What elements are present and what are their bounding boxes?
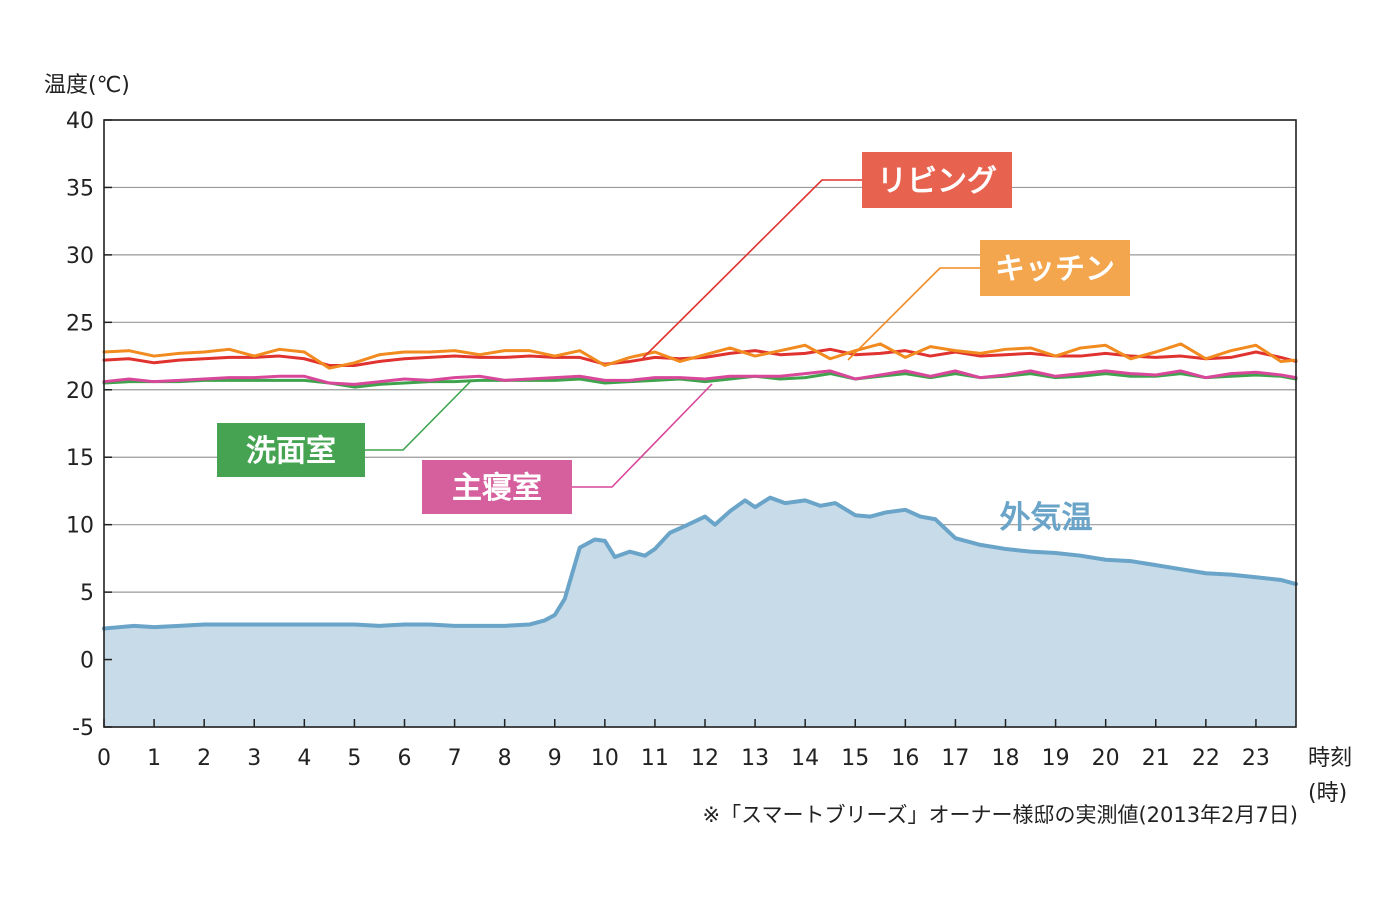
x-axis-unit: (時) bbox=[1308, 781, 1347, 806]
series-tag-living bbox=[862, 152, 1012, 208]
y-tick-label: -5 bbox=[72, 716, 94, 741]
y-axis-label: 温度(℃) bbox=[44, 73, 130, 98]
plot-frame bbox=[103, 119, 1297, 728]
leader-line-kitchen bbox=[847, 267, 980, 361]
y-tick-label: 15 bbox=[66, 446, 94, 471]
x-tick-label: 8 bbox=[498, 746, 512, 771]
series-label-living: リビング bbox=[877, 164, 997, 199]
series-label-washroom: 洗面室 bbox=[246, 434, 336, 469]
y-tick-label: 0 bbox=[80, 649, 94, 674]
y-tick-label: 25 bbox=[66, 311, 94, 336]
series-line-living bbox=[102, 347, 1298, 367]
y-tick-label: 20 bbox=[66, 379, 94, 404]
series-area-outside bbox=[104, 497, 1296, 727]
x-tick-label: 13 bbox=[741, 746, 769, 771]
series-label-kitchen: キッチン bbox=[995, 252, 1115, 287]
series-line-washroom bbox=[102, 372, 1298, 389]
x-tick-label: 6 bbox=[398, 746, 412, 771]
x-tick-labels: 0 1 2 3 4 5 6 7 8 9 10 11 12 13 14 15 16 17 18 19 20 21 22 23 bbox=[97, 746, 1270, 771]
series-tag-bedroom bbox=[422, 460, 572, 514]
x-tick-label: 14 bbox=[791, 746, 819, 771]
x-tick-label: 9 bbox=[548, 746, 562, 771]
x-tick-label: 0 bbox=[97, 746, 111, 771]
x-tick-label: 1 bbox=[147, 746, 161, 771]
x-tick-label: 20 bbox=[1092, 746, 1120, 771]
y-tick-label: 10 bbox=[66, 514, 94, 539]
x-tick-label: 17 bbox=[941, 746, 969, 771]
series-line-kitchen bbox=[102, 342, 1298, 370]
area-layer bbox=[104, 497, 1296, 727]
x-tick-label: 15 bbox=[841, 746, 869, 771]
series-tag-washroom bbox=[217, 423, 365, 477]
x-tick-label: 19 bbox=[1042, 746, 1070, 771]
x-tick-label: 10 bbox=[591, 746, 619, 771]
x-tick-label: 7 bbox=[448, 746, 462, 771]
x-tick-label: 4 bbox=[297, 746, 311, 771]
y-tick-label: 30 bbox=[66, 244, 94, 269]
frame-layer bbox=[103, 119, 1297, 728]
series-label-bedroom: 主寝室 bbox=[452, 471, 542, 506]
y-tick-label: 5 bbox=[80, 581, 94, 606]
x-tick-label: 18 bbox=[992, 746, 1020, 771]
x-tick-label: 5 bbox=[347, 746, 361, 771]
x-tick-label: 22 bbox=[1192, 746, 1220, 771]
x-tick-label: 11 bbox=[641, 746, 669, 771]
series-line-outside bbox=[102, 495, 1298, 631]
leader-line-bedroom bbox=[572, 383, 713, 488]
footnote: ※「スマートブリーズ」オーナー様邸の実測値(2013年2月7日) bbox=[703, 803, 1298, 827]
line-layer bbox=[102, 342, 1298, 631]
series-tag-kitchen bbox=[980, 240, 1130, 296]
leader-line-washroom bbox=[365, 381, 471, 451]
x-tick-label: 2 bbox=[197, 746, 211, 771]
x-tick-label: 21 bbox=[1142, 746, 1170, 771]
x-axis-label: 時刻 bbox=[1308, 746, 1352, 771]
series-label-outside: 外気温 bbox=[1000, 500, 1093, 536]
x-tick-label: 23 bbox=[1242, 746, 1270, 771]
x-tick-label: 16 bbox=[891, 746, 919, 771]
x-tick-label: 12 bbox=[691, 746, 719, 771]
x-tick-label: 3 bbox=[247, 746, 261, 771]
y-tick-labels: 40 35 30 25 20 15 10 5 0 -5 bbox=[66, 109, 94, 741]
y-tick-label: 40 bbox=[66, 109, 94, 134]
y-tick-label: 35 bbox=[66, 176, 94, 201]
leader-line-living bbox=[642, 179, 862, 359]
series-line-bedroom bbox=[102, 369, 1298, 386]
